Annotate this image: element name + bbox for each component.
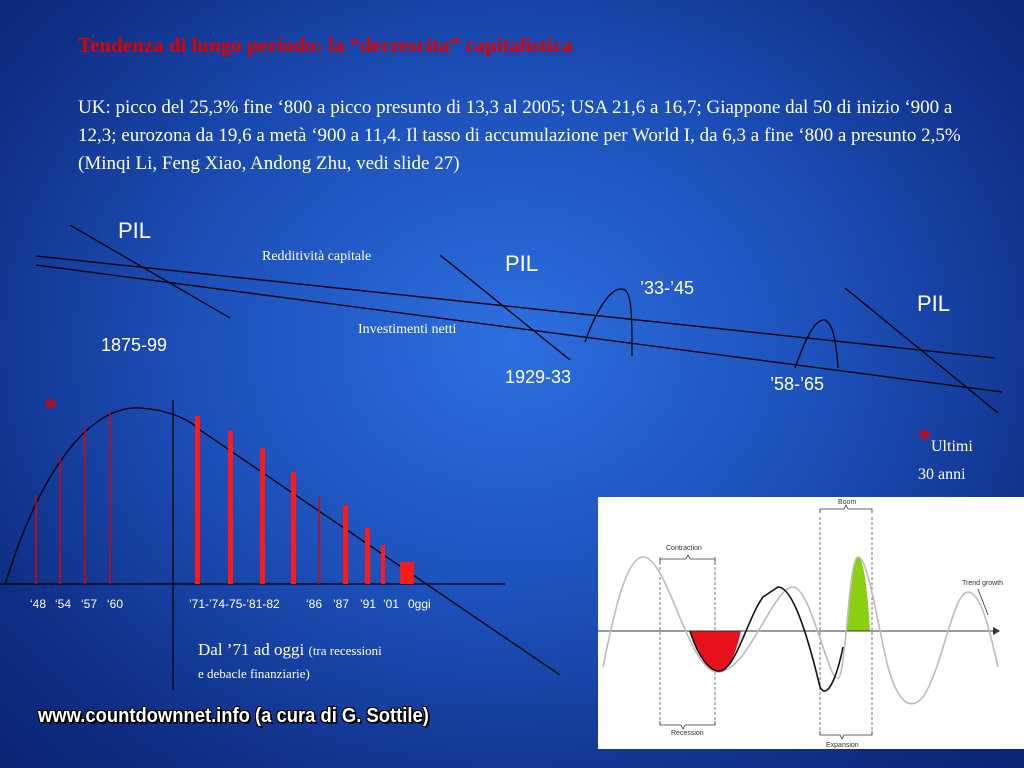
period-33-45: ’33-’45	[640, 278, 695, 298]
boom-label: Boom	[838, 499, 856, 506]
bar-oggi	[400, 562, 414, 584]
period-58-65: ’58-’65	[770, 374, 825, 394]
note-star: *	[918, 424, 931, 453]
hump-58-65	[794, 319, 839, 369]
slide-title: Tendenza di lungo periodo: la “decrescit…	[78, 33, 573, 57]
contraction-label: Contraction	[666, 545, 702, 552]
tick-86: ‘86	[306, 597, 323, 611]
bar-01	[381, 545, 385, 584]
accumulation-chart	[0, 400, 561, 690]
trend-label: Trend growth	[962, 580, 1003, 587]
slide-paragraph: UK: picco del 25,3% fine ‘800 a picco pr…	[78, 97, 961, 174]
caption-small-1: (tra recessioni	[308, 643, 382, 658]
period-1875-99: 1875-99	[101, 335, 168, 355]
recession-fill	[690, 631, 741, 672]
chart-star: *	[44, 393, 57, 422]
tick-54: ‘54	[55, 597, 72, 611]
accumulation-curve	[4, 407, 561, 676]
caption: Dal ’71 ad oggi (tra recessioni	[198, 640, 382, 660]
note-text-1: Ultimi	[931, 438, 973, 455]
investimenti-label: Investimenti netti	[358, 322, 457, 337]
tick-91: ’91	[360, 597, 377, 611]
tick-01: ’01	[383, 597, 400, 611]
bar-75	[260, 448, 265, 584]
tick-87: ’87	[333, 597, 350, 611]
hump-33-45	[584, 288, 633, 357]
tick-48: ‘48	[30, 597, 47, 611]
business-cycle-image: Contraction Boom Trend growth Recession …	[598, 497, 1024, 749]
tick-57: ‘57	[81, 597, 98, 611]
tick-oggi: 0ggi	[408, 597, 431, 611]
bar-91	[365, 528, 370, 584]
expansion-label: Expansion	[826, 742, 859, 749]
bar-81	[291, 472, 296, 584]
redditivita-label: Redditività capitale	[262, 249, 372, 264]
caption-main: Dal ’71 ad oggi	[198, 640, 305, 659]
tick-60: ‘60	[107, 597, 124, 611]
pil-label-2: PIL	[505, 251, 539, 276]
tick-71-82: ’71-’74-75-’81-82	[189, 597, 280, 611]
recession-label: Recession	[671, 730, 704, 737]
pil-label-3: PIL	[917, 291, 951, 316]
pil-line-3	[844, 287, 999, 414]
bar-74	[228, 431, 233, 584]
note-text-2: 30 anni	[918, 466, 966, 483]
pil-line-2	[439, 254, 571, 361]
bar-71	[195, 416, 200, 584]
bar-87	[343, 505, 348, 584]
caption-small-2: e debacle finanziarie)	[198, 666, 310, 681]
investimenti-line	[35, 264, 1003, 393]
pil-label-1: PIL	[118, 218, 152, 243]
credit-footer: www.countdownnet.info (a cura di G. Sott…	[38, 705, 429, 727]
pil-line-1	[69, 224, 231, 319]
period-1929-33: 1929-33	[505, 367, 572, 387]
cycle-wave	[602, 556, 999, 705]
